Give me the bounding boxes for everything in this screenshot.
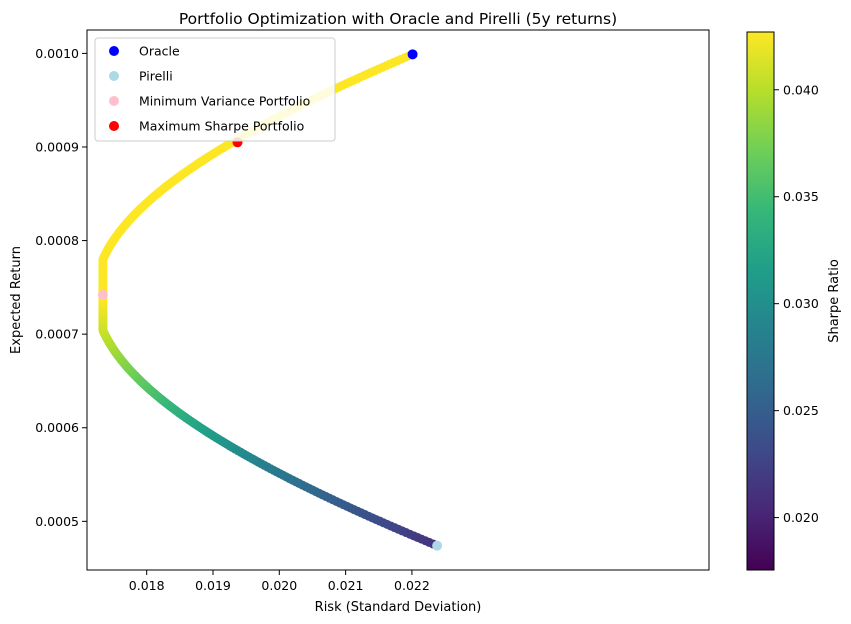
chart-title: Portfolio Optimization with Oracle and P… [179, 10, 617, 28]
legend-label: Pirelli [139, 69, 173, 84]
legend: Oracle Pirelli Minimum Variance Portfolio M… [94, 37, 336, 142]
colorbar-tick-label: 0.030 [783, 296, 819, 311]
y-tick-label: 0.0005 [35, 514, 79, 529]
legend-swatch [109, 121, 119, 131]
colorbar-tick-label: 0.035 [783, 189, 819, 204]
x-tick-label: 0.021 [328, 578, 364, 593]
colorbar-ticks: 0.020 0.025 0.030 0.035 0.040 [774, 82, 819, 525]
marker-minimum-variance-portfolio [97, 289, 108, 300]
x-axis-ticks: 0.018 0.019 0.020 0.021 0.022 [129, 570, 430, 593]
colorbar-tick-label: 0.025 [783, 403, 819, 418]
legend-label: Maximum Sharpe Portfolio [139, 119, 304, 134]
x-axis-label: Risk (Standard Deviation) [315, 600, 482, 615]
legend-swatch [109, 96, 119, 106]
legend-box [94, 37, 336, 142]
legend-swatch [109, 46, 119, 56]
marker-pirelli [432, 540, 443, 551]
colorbar-tick-label: 0.020 [783, 510, 819, 525]
colorbar [746, 31, 775, 571]
marker-oracle [407, 49, 418, 60]
y-tick-label: 0.0007 [35, 327, 79, 342]
legend-label: Oracle [139, 44, 180, 59]
x-tick-label: 0.018 [129, 578, 165, 593]
y-tick-label: 0.0006 [35, 420, 79, 435]
x-tick-label: 0.022 [394, 578, 430, 593]
x-tick-label: 0.019 [195, 578, 231, 593]
y-tick-label: 0.0010 [35, 46, 79, 61]
y-tick-label: 0.0009 [35, 139, 79, 154]
x-tick-label: 0.020 [261, 578, 297, 593]
colorbar-tick-label: 0.040 [783, 82, 819, 97]
legend-swatch [109, 71, 119, 81]
y-axis-label: Expected Return [9, 246, 24, 354]
y-axis-ticks: 0.0005 0.0006 0.0007 0.0008 0.0009 0.0010 [35, 46, 87, 529]
colorbar-label: Sharpe Ratio [827, 259, 842, 343]
plot-frame [86, 29, 710, 571]
y-tick-label: 0.0008 [35, 233, 79, 248]
legend-label: Minimum Variance Portfolio [139, 94, 310, 109]
